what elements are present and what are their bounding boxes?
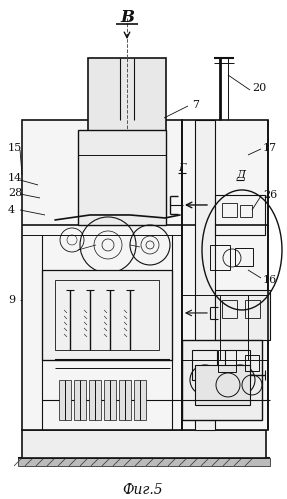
Text: 26: 26 xyxy=(263,190,277,200)
Bar xyxy=(222,300,237,318)
Bar xyxy=(55,280,159,350)
Bar xyxy=(215,290,270,340)
Bar xyxy=(215,195,265,235)
Bar xyxy=(42,270,172,360)
Bar xyxy=(225,350,250,380)
Text: 14: 14 xyxy=(8,173,22,183)
Bar xyxy=(182,340,262,420)
Bar xyxy=(245,300,260,318)
Text: 15: 15 xyxy=(8,143,22,153)
Bar xyxy=(182,120,268,430)
Bar xyxy=(119,380,131,420)
Text: Фиг.5: Фиг.5 xyxy=(123,483,163,497)
Bar xyxy=(235,248,253,266)
Bar xyxy=(195,120,215,430)
Text: В: В xyxy=(120,9,134,26)
Bar xyxy=(78,130,166,225)
Text: 28: 28 xyxy=(8,188,22,198)
Text: 4: 4 xyxy=(8,205,15,215)
Text: 17: 17 xyxy=(263,143,277,153)
Text: 20: 20 xyxy=(252,83,266,93)
Bar xyxy=(88,58,166,153)
Text: Г: Г xyxy=(178,163,185,173)
Bar xyxy=(22,430,266,458)
Bar xyxy=(22,120,182,430)
Bar xyxy=(240,205,252,217)
Bar xyxy=(89,380,101,420)
Bar xyxy=(134,380,146,420)
Text: Д: Д xyxy=(236,170,245,180)
Bar xyxy=(195,365,250,405)
Bar xyxy=(245,355,259,371)
Bar xyxy=(222,203,237,217)
Bar xyxy=(18,458,270,466)
Text: 16: 16 xyxy=(263,275,277,285)
Bar xyxy=(218,350,236,372)
Text: 7: 7 xyxy=(192,100,199,110)
Bar xyxy=(59,380,71,420)
Bar xyxy=(192,350,217,380)
Bar xyxy=(104,380,116,420)
Text: 9: 9 xyxy=(8,295,15,305)
Bar xyxy=(210,245,230,270)
Bar xyxy=(74,380,86,420)
